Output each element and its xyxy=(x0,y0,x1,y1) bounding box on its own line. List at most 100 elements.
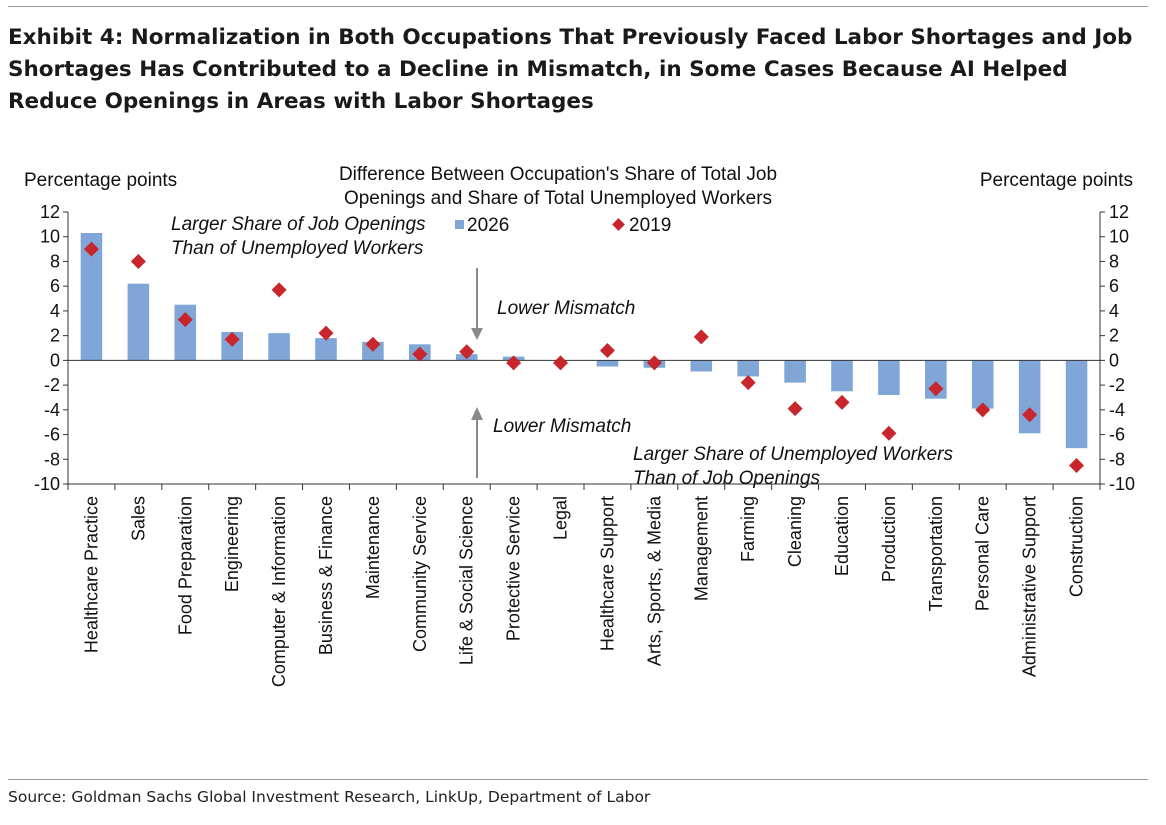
arrow-down-head xyxy=(471,328,483,340)
x-tick-label: Farming xyxy=(738,496,758,562)
x-tick-label: Community Service xyxy=(410,496,430,652)
legend-label-2019: 2019 xyxy=(629,215,671,236)
y-tick-label-right: 8 xyxy=(1109,251,1119,271)
y-tick-label-right: 4 xyxy=(1109,301,1119,321)
legend: 2026 2019 xyxy=(455,215,671,236)
marker-2019 xyxy=(177,312,193,328)
y-tick-label-right: 10 xyxy=(1109,227,1129,247)
y-tick-label-right: -8 xyxy=(1109,449,1125,469)
x-tick-label: Construction xyxy=(1067,496,1087,597)
x-tick-label: Food Preparation xyxy=(175,496,195,635)
arrow-down-label: Lower Mismatch xyxy=(497,298,635,319)
chart-subtitle: Difference Between Occupation's Share of… xyxy=(339,164,777,209)
x-tick-label: Sales xyxy=(128,496,148,541)
y-tick-label-right: -6 xyxy=(1109,425,1125,445)
bar-2026 xyxy=(596,360,619,367)
marker-2019 xyxy=(553,355,569,371)
marker-series-2019 xyxy=(83,241,1085,473)
bar-2026 xyxy=(878,360,900,395)
chart-subtitle-line: Openings and Share of Total Unemployed W… xyxy=(344,188,772,209)
marker-2019 xyxy=(224,331,240,347)
legend-swatch-2019 xyxy=(612,218,625,231)
y-tick-label-right: -4 xyxy=(1109,400,1125,420)
exhibit-title: Exhibit 4: Normalization in Both Occupat… xyxy=(8,25,1133,114)
marker-2019 xyxy=(459,344,475,360)
y-tick-label-left: 4 xyxy=(50,301,60,321)
annotation-lower-label: Than of Job Openings xyxy=(633,468,820,489)
marker-2019 xyxy=(834,394,850,410)
marker-2019 xyxy=(412,346,428,362)
x-tick-label: Legal xyxy=(551,496,571,540)
x-tick-label: Transportation xyxy=(926,496,946,611)
annotation-upper-label: Larger Share of Job Openings xyxy=(171,214,426,235)
marker-2019 xyxy=(365,336,381,352)
marker-2019 xyxy=(787,401,803,417)
bar-chart: Difference Between Occupation's Share of… xyxy=(24,164,1135,687)
marker-2019 xyxy=(928,381,944,397)
marker-2019 xyxy=(271,282,287,298)
x-tick-label: Life & Social Science xyxy=(457,496,477,665)
marker-2019 xyxy=(506,355,522,371)
legend-label-2026: 2026 xyxy=(467,215,509,236)
marker-2019 xyxy=(599,342,615,358)
annotation-lower-label: Larger Share of Unemployed Workers xyxy=(633,444,953,465)
bar-2026 xyxy=(127,283,150,361)
y-tick-label-left: 0 xyxy=(50,350,60,370)
y-tick-label-left: 12 xyxy=(40,202,60,222)
marker-2019 xyxy=(83,241,99,257)
y-tick-label-left: -8 xyxy=(44,449,60,469)
bar-2026 xyxy=(784,360,806,383)
marker-2019 xyxy=(318,325,334,341)
bar-2026 xyxy=(831,360,853,392)
bar-2026 xyxy=(268,333,290,361)
x-tick-label: Healthcare Practice xyxy=(81,496,101,653)
x-tick-label: Administrative Support xyxy=(1020,496,1040,677)
annotations: Larger Share of Job Openings Than of Unem… xyxy=(171,214,953,489)
y-tick-label-right: 6 xyxy=(1109,276,1119,296)
axes: 12 12 10 10 8 8 6 6 4 4 2 2 0 0 -2 -2 -4 -4 -6 -6 -8 -8 -10 -10 xyxy=(34,202,1135,494)
y-axis-label-left: Percentage points xyxy=(24,170,177,191)
y-tick-label-left: 10 xyxy=(40,227,60,247)
legend-swatch-2026 xyxy=(455,220,464,229)
bar-2026 xyxy=(1065,360,1088,449)
y-tick-label-right: -2 xyxy=(1109,375,1125,395)
bar-2026 xyxy=(737,360,759,377)
y-tick-label-left: -6 xyxy=(44,425,60,445)
x-tick-label: Production xyxy=(879,496,899,582)
marker-2019 xyxy=(130,253,146,269)
bar-2026 xyxy=(315,338,337,361)
y-tick-label-left: -2 xyxy=(44,375,60,395)
y-tick-label-right: -10 xyxy=(1109,474,1135,494)
y-tick-label-right: 12 xyxy=(1109,202,1129,222)
x-tick-label: Maintenance xyxy=(363,496,383,599)
x-tick-label: Engineering xyxy=(222,496,242,592)
bar-2026 xyxy=(1018,360,1041,434)
marker-2019 xyxy=(646,355,662,371)
marker-2019 xyxy=(975,402,991,418)
annotation-upper-label: Than of Unemployed Workers xyxy=(171,238,424,259)
arrow-up-label: Lower Mismatch xyxy=(493,416,631,437)
bottom-rule xyxy=(8,779,1148,780)
x-tick-label: Computer & Information xyxy=(269,496,289,687)
chart-subtitle-line: Difference Between Occupation's Share of… xyxy=(339,164,777,185)
marker-2019 xyxy=(740,375,756,391)
y-tick-label-right: 2 xyxy=(1109,326,1119,346)
y-tick-label-left: 8 xyxy=(50,251,60,271)
y-tick-label-left: -4 xyxy=(44,400,60,420)
x-tick-label: Healthcare Support xyxy=(597,496,617,651)
x-tick-label: Management xyxy=(691,496,711,601)
x-tick-label: Protective Service xyxy=(504,496,524,641)
y-tick-label-left: 6 xyxy=(50,276,60,296)
bar-2026 xyxy=(971,360,994,409)
y-tick-label-left: -10 xyxy=(34,474,60,494)
x-tick-label: Arts, Sports, & Media xyxy=(644,495,664,666)
marker-2019 xyxy=(1069,457,1085,473)
marker-2019 xyxy=(881,425,897,441)
x-tick-label: Cleaning xyxy=(785,496,805,567)
x-tick-label: Personal Care xyxy=(973,496,993,611)
marker-2019 xyxy=(693,329,709,345)
bar-2026 xyxy=(80,233,103,361)
arrow-up-head xyxy=(471,407,483,420)
x-tick-label: Business & Finance xyxy=(316,496,336,655)
top-rule xyxy=(8,6,1148,7)
